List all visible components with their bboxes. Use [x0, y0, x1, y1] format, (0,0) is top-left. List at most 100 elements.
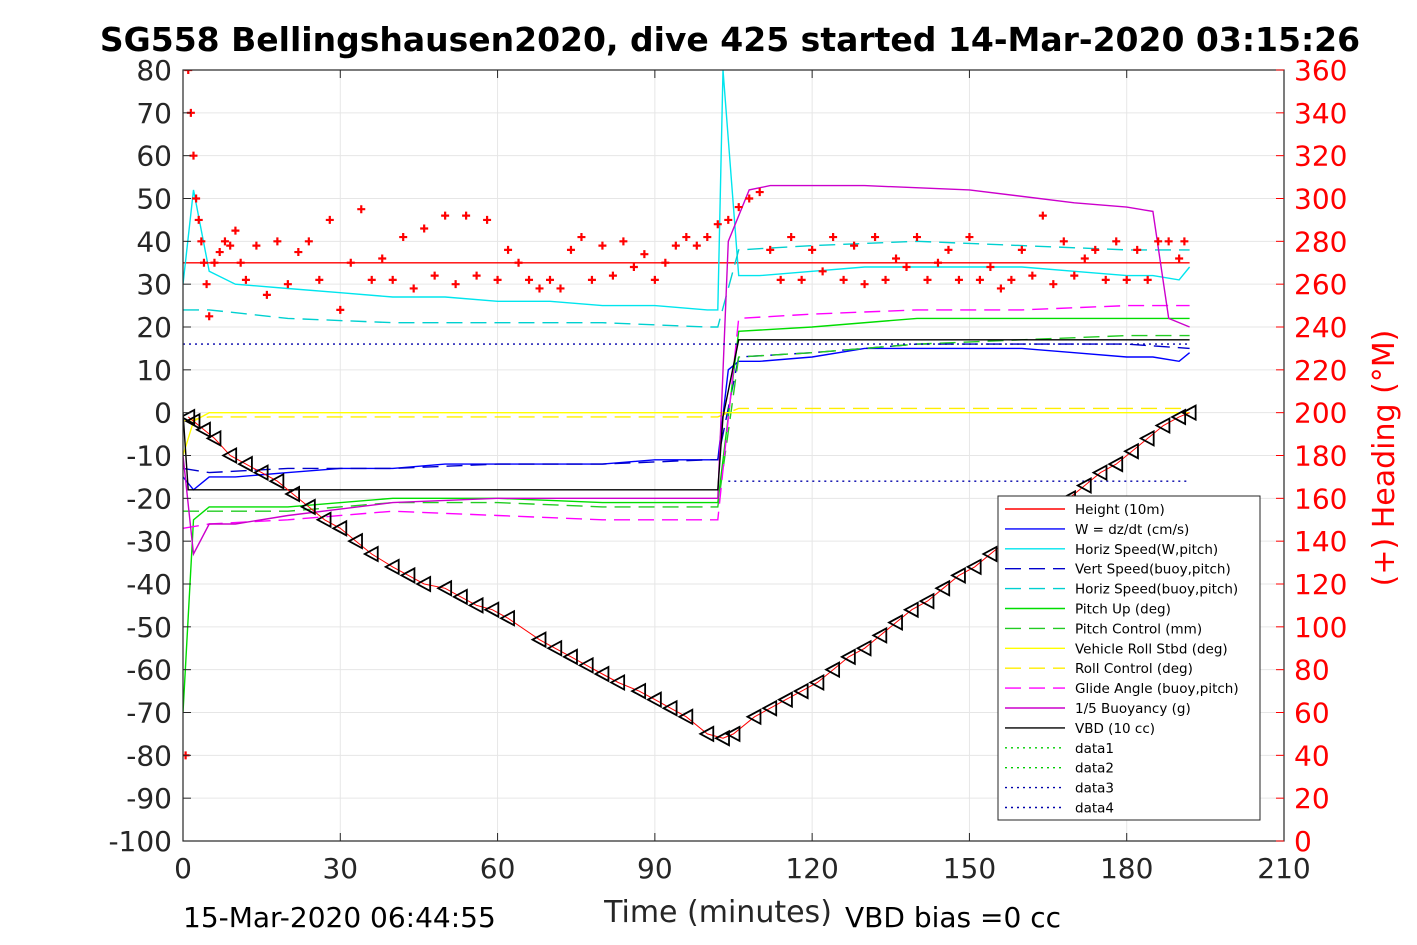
depth-marker	[839, 648, 856, 666]
y-tick-label: 40	[136, 225, 172, 258]
depth-marker	[630, 682, 647, 700]
depth-marker	[808, 674, 825, 692]
heading-marker	[399, 233, 408, 242]
y-tick-label: 10	[136, 354, 172, 387]
legend: Height (10m) W = dz/dt (cm/s) Horiz Speed(…	[997, 495, 1261, 821]
heading-marker	[493, 275, 502, 284]
legend-entry: Horiz Speed(W,pitch)	[1075, 542, 1218, 558]
depth-marker	[965, 558, 982, 576]
heading-marker	[202, 280, 211, 289]
heading-marker	[1180, 237, 1189, 246]
heading-marker	[197, 237, 206, 246]
y-tick-label: -100	[108, 825, 172, 858]
legend-entry: Pitch Control (mm)	[1075, 621, 1202, 637]
legend-entry: W = dz/dt (cm/s)	[1075, 522, 1189, 538]
heading-marker	[619, 237, 628, 246]
depth-marker	[483, 601, 500, 619]
depth-marker	[677, 708, 694, 726]
y-tick-label: 0	[154, 397, 172, 430]
series-layer	[183, 70, 1191, 713]
heading-marker	[378, 254, 387, 263]
heading-marker	[210, 258, 219, 267]
series-line-4	[183, 240, 1190, 328]
heading-marker	[1007, 275, 1016, 284]
legend-box	[997, 495, 1261, 821]
heading-marker	[1049, 280, 1058, 289]
heading-marker	[325, 215, 334, 224]
depth-marker	[530, 631, 547, 649]
heading-marker	[902, 263, 911, 272]
y-tick-label: 60	[136, 140, 172, 173]
heading-marker	[965, 233, 974, 242]
right-tick-label: 260	[1294, 268, 1347, 301]
right-tick-label: 220	[1294, 354, 1347, 387]
heading-marker	[1070, 271, 1079, 280]
heading-marker	[1175, 254, 1184, 263]
heading-marker	[283, 280, 292, 289]
legend-entry: VBD (10 cc)	[1075, 721, 1155, 737]
heading-marker	[184, 70, 193, 74]
depth-marker	[1180, 404, 1197, 422]
heading-marker	[441, 211, 450, 220]
depth-marker	[1091, 464, 1108, 482]
right-tick-label: 320	[1294, 140, 1347, 173]
x-axis-label: Time (minutes)	[603, 895, 832, 930]
heading-marker	[661, 258, 670, 267]
y-tick-label: -50	[126, 611, 172, 644]
y-tick-label: 50	[136, 183, 172, 216]
depth-marker	[195, 421, 211, 439]
depth-marker	[981, 545, 998, 563]
x-tick-label: 90	[637, 852, 673, 885]
heading-marker	[892, 254, 901, 263]
depth-marker	[577, 656, 594, 674]
y-tick-label: -40	[126, 568, 172, 601]
heading-marker	[215, 248, 224, 257]
legend-entry: Horiz Speed(buoy,pitch)	[1075, 582, 1238, 598]
heading-marker	[923, 275, 932, 284]
depth-marker	[299, 498, 316, 516]
heading-marker	[192, 194, 201, 203]
heading-marker	[776, 275, 785, 284]
heading-marker	[1091, 245, 1100, 254]
depth-marker	[887, 614, 903, 632]
legend-entry: data4	[1075, 801, 1114, 817]
depth-marker	[184, 412, 201, 430]
legend-entry: 1/5 Buoyancy (g)	[1075, 701, 1191, 717]
series-line-5	[183, 317, 1190, 713]
heading-marker	[671, 241, 680, 250]
heading-marker	[472, 271, 481, 280]
x-tick-label: 60	[480, 852, 516, 885]
depth-marker	[1107, 455, 1124, 473]
heading-marker	[236, 258, 245, 267]
chart-title: SG558 Bellingshausen2020, dive 425 start…	[100, 20, 1360, 59]
x-tick-label: 180	[1100, 852, 1153, 885]
depth-marker	[221, 446, 238, 465]
heading-marker	[724, 215, 733, 224]
heading-marker	[608, 271, 617, 280]
x-axis-ticks: 0 30 60 90 120 150 180 210	[174, 70, 1311, 885]
depth-marker	[724, 725, 741, 743]
heading-marker	[483, 215, 492, 224]
heading-marker	[713, 220, 722, 229]
y-tick-label: 80	[136, 54, 172, 87]
depth-marker	[399, 566, 416, 584]
heading-marker	[1164, 237, 1173, 246]
heading-marker	[860, 280, 869, 289]
heading-marker	[336, 305, 345, 314]
legend-entry: Roll Control (deg)	[1075, 661, 1193, 677]
depth-marker	[902, 601, 919, 619]
heading-marker	[1154, 237, 1163, 246]
heading-marker	[226, 241, 235, 250]
series-line-11	[183, 339, 1190, 491]
heading-marker	[1038, 211, 1047, 220]
right-tick-label: 60	[1294, 697, 1330, 730]
heading-marker	[1080, 254, 1089, 263]
heading-marker	[881, 275, 890, 284]
heading-marker	[199, 258, 208, 267]
heading-marker	[839, 275, 848, 284]
y-tick-label: -80	[126, 739, 172, 772]
heading-marker	[797, 275, 806, 284]
right-tick-label: 180	[1294, 440, 1347, 473]
depth-marker	[792, 682, 809, 700]
heading-marker	[703, 233, 712, 242]
